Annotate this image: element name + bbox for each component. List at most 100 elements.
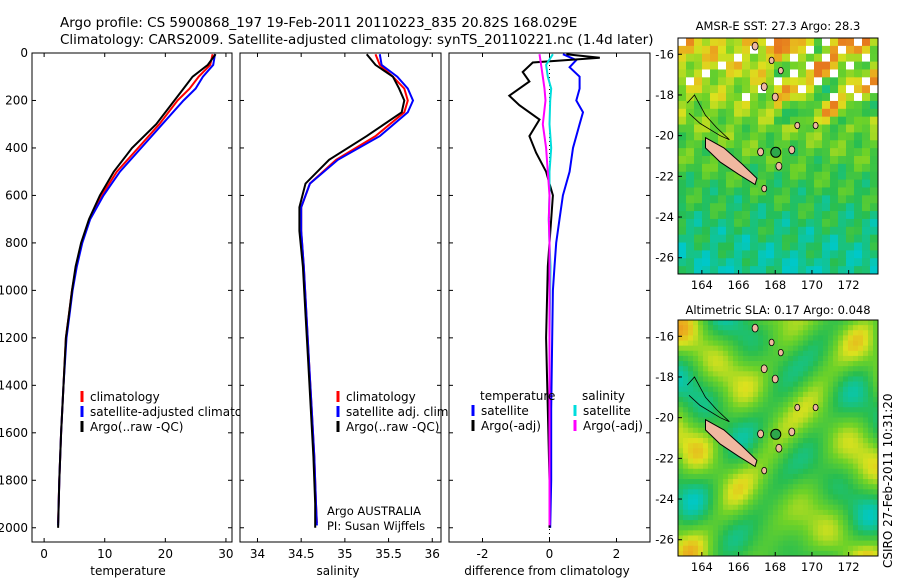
sla-cell <box>783 525 789 531</box>
sla-cell <box>843 366 849 372</box>
sla-cell <box>778 520 784 526</box>
sla-cell <box>783 340 789 347</box>
sst-cell <box>686 266 695 275</box>
sla-cell <box>848 391 854 398</box>
sla-cell <box>873 525 879 531</box>
sst-cell <box>798 203 807 212</box>
sla-cell <box>838 499 844 506</box>
sla-cell <box>873 407 879 413</box>
sla-cell <box>698 330 704 336</box>
sst-cell <box>750 124 759 133</box>
sla-cell <box>873 504 879 511</box>
sla-cell <box>763 381 769 388</box>
sla-cell <box>688 489 694 495</box>
x-tick-label: 0 <box>546 547 554 561</box>
sla-cell <box>718 355 724 362</box>
sla-cell <box>748 438 754 444</box>
sla-cell <box>748 550 754 557</box>
sla-cell <box>828 530 834 536</box>
sla-cell <box>783 443 789 449</box>
sla-cell <box>708 458 714 465</box>
sla-cell <box>843 443 849 449</box>
sla-cell <box>828 391 834 398</box>
sla-cell <box>723 545 729 552</box>
sla-cell <box>688 453 694 459</box>
sla-cell <box>778 361 784 367</box>
sla-cell <box>763 355 769 362</box>
sst-cell <box>862 203 871 212</box>
sla-cell <box>858 473 864 480</box>
sla-cell <box>788 473 794 480</box>
sla-cell <box>848 371 854 377</box>
sla-cell <box>808 345 814 352</box>
sst-cell <box>774 211 783 220</box>
sla-cell <box>823 463 829 470</box>
sla-cell <box>743 386 749 393</box>
sla-cell <box>863 545 869 552</box>
sst-cell <box>870 132 879 141</box>
sla-cell <box>788 320 794 326</box>
sst-cell <box>742 38 751 47</box>
sla-cell <box>728 458 734 465</box>
sla-cell <box>703 391 709 398</box>
sla-cell <box>818 494 824 500</box>
sst-cell <box>766 148 775 157</box>
sst-cell <box>870 38 879 47</box>
sst-cell <box>822 218 831 228</box>
sla-cell <box>713 386 719 393</box>
sst-cell <box>862 93 871 102</box>
sla-cell <box>683 417 689 424</box>
sst-cell <box>742 85 751 94</box>
sla-cell <box>808 422 814 429</box>
sla-cell <box>778 325 784 331</box>
sla-cell <box>713 361 719 367</box>
sst-cell <box>862 156 871 165</box>
y-tick-label: 1200 <box>0 331 28 345</box>
sst-cell <box>766 242 775 251</box>
sst-cell <box>846 69 855 78</box>
sla-cell <box>838 335 844 341</box>
sla-cell <box>768 463 774 470</box>
sla-cell <box>713 473 719 480</box>
sla-cell <box>793 427 799 434</box>
sla-cell <box>743 550 749 557</box>
sla-cell <box>828 350 834 357</box>
sst-cell <box>718 69 727 78</box>
sst-cell <box>846 179 855 188</box>
sst-cell <box>702 250 711 259</box>
sla-cell <box>778 366 784 372</box>
sst-cell <box>678 53 687 62</box>
sla-cell <box>758 550 764 557</box>
sst-cell <box>702 132 711 141</box>
sla-cell <box>678 330 684 336</box>
sla-cell <box>783 514 789 521</box>
sla-cell <box>738 402 744 408</box>
sla-cell <box>853 386 859 393</box>
sst-cell <box>694 163 703 173</box>
sla-cell <box>823 530 829 536</box>
sla-cell <box>833 530 839 536</box>
sla-cell <box>853 320 859 326</box>
sla-cell <box>723 345 729 352</box>
sla-cell <box>793 381 799 388</box>
sla-cell <box>823 320 829 326</box>
sla-cell <box>798 371 804 377</box>
sla-cell <box>758 361 764 367</box>
sla-cell <box>778 381 784 388</box>
sst-cell <box>702 61 711 70</box>
sla-map-panel: Altimetric SLA: 0.17 Argo: 0.048-16-18-2… <box>655 303 879 574</box>
sla-cell <box>688 407 694 413</box>
sla-cell <box>693 386 699 393</box>
sla-cell <box>843 463 849 470</box>
sla-cell <box>693 330 699 336</box>
legend-label: satellite adj. clim. <box>346 405 452 419</box>
sla-cell <box>718 381 724 388</box>
map-x-tick-label: 164 <box>691 278 713 292</box>
sla-cell <box>828 499 834 506</box>
sla-cell <box>788 407 794 413</box>
sla-cell <box>803 473 809 480</box>
sla-cell <box>753 371 759 377</box>
sla-cell <box>788 540 794 547</box>
sla-cell <box>833 479 839 485</box>
sst-cell <box>838 226 847 236</box>
